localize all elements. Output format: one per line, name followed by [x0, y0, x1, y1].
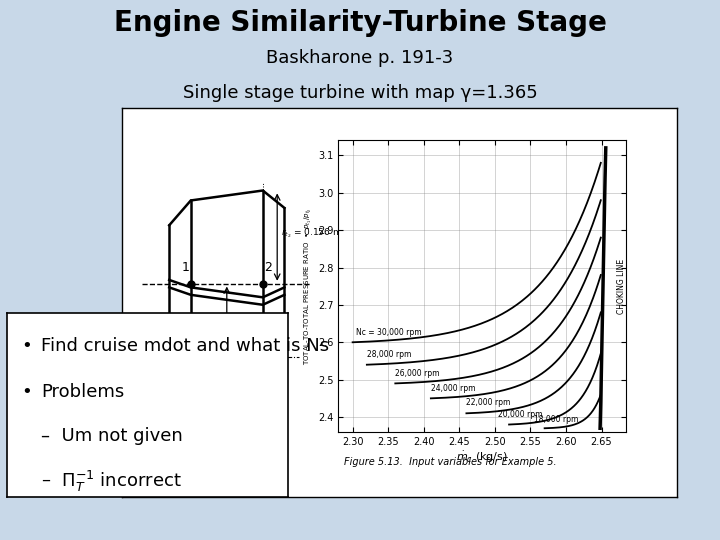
Text: 24,000 rpm: 24,000 rpm [431, 384, 475, 393]
Text: Engine Similarity-Turbine Stage: Engine Similarity-Turbine Stage [114, 9, 606, 37]
Text: 28,000 rpm: 28,000 rpm [367, 350, 411, 359]
Text: Baskharone p. 191-3: Baskharone p. 191-3 [266, 49, 454, 66]
Text: $r_{t_2}$ = 0.156 m: $r_{t_2}$ = 0.156 m [281, 226, 342, 240]
Text: –  Um not given: – Um not given [41, 427, 183, 445]
Text: 18,000 rpm: 18,000 rpm [534, 415, 578, 424]
Text: $r_{h_2}$ = 0.096 m: $r_{h_2}$ = 0.096 m [200, 313, 263, 327]
Text: 2: 2 [264, 261, 272, 274]
Text: Find cruise mdot and what is Ns: Find cruise mdot and what is Ns [41, 337, 329, 355]
Text: Single stage turbine with map γ=1.365: Single stage turbine with map γ=1.365 [183, 84, 537, 102]
Text: 1: 1 [181, 261, 189, 274]
Text: •: • [22, 383, 32, 401]
Text: –  $\Pi^{-1}_{T}$ incorrect: – $\Pi^{-1}_{T}$ incorrect [41, 469, 181, 494]
X-axis label: $\dot{m}_c$ (kg/s): $\dot{m}_c$ (kg/s) [456, 450, 508, 465]
Text: 22,000 rpm: 22,000 rpm [467, 397, 510, 407]
Text: Problems: Problems [41, 383, 124, 401]
Text: Nᴄ = 30,000 rpm: Nᴄ = 30,000 rpm [356, 328, 422, 336]
Text: 20,000 rpm: 20,000 rpm [498, 410, 543, 419]
Text: CHOKING LINE: CHOKING LINE [617, 259, 626, 314]
Text: Figure 5.13.  Input variables for Example 5.: Figure 5.13. Input variables for Example… [343, 457, 557, 467]
Y-axis label: TOTAL-TO-TOTAL PRESSURE RATIO  $\bullet$  $p_{t_1}/p_{t_2}$: TOTAL-TO-TOTAL PRESSURE RATIO $\bullet$ … [303, 207, 314, 365]
Text: 26,000 rpm: 26,000 rpm [395, 369, 440, 378]
Text: •: • [22, 337, 32, 355]
